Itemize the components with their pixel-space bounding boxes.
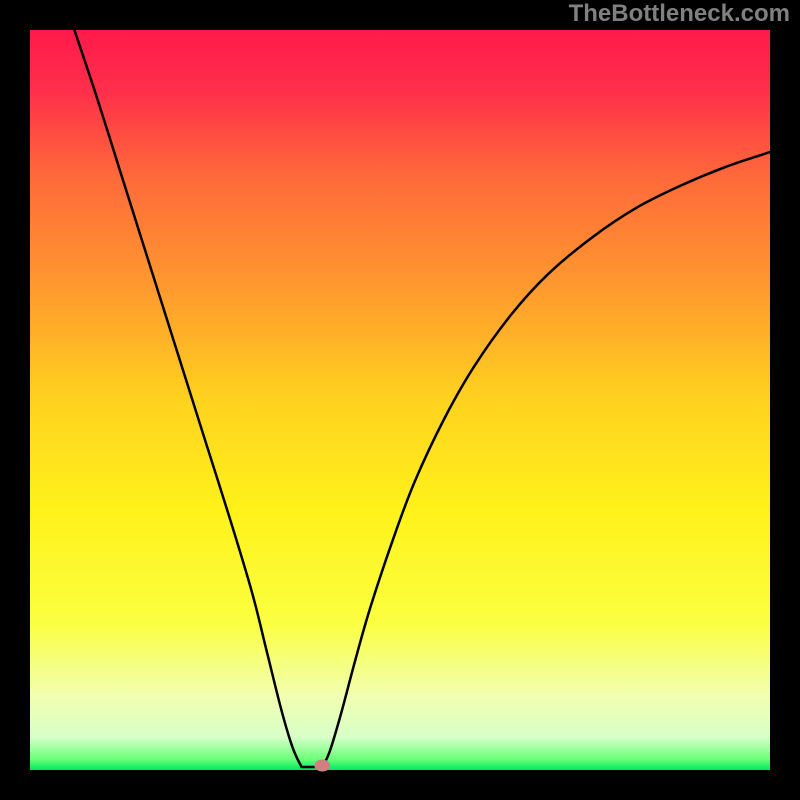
bottleneck-chart bbox=[0, 0, 800, 800]
plot-background bbox=[30, 30, 770, 770]
optimum-marker bbox=[314, 760, 330, 772]
chart-container: { "watermark": { "text": "TheBottleneck.… bbox=[0, 0, 800, 800]
watermark-text: TheBottleneck.com bbox=[569, 0, 790, 28]
